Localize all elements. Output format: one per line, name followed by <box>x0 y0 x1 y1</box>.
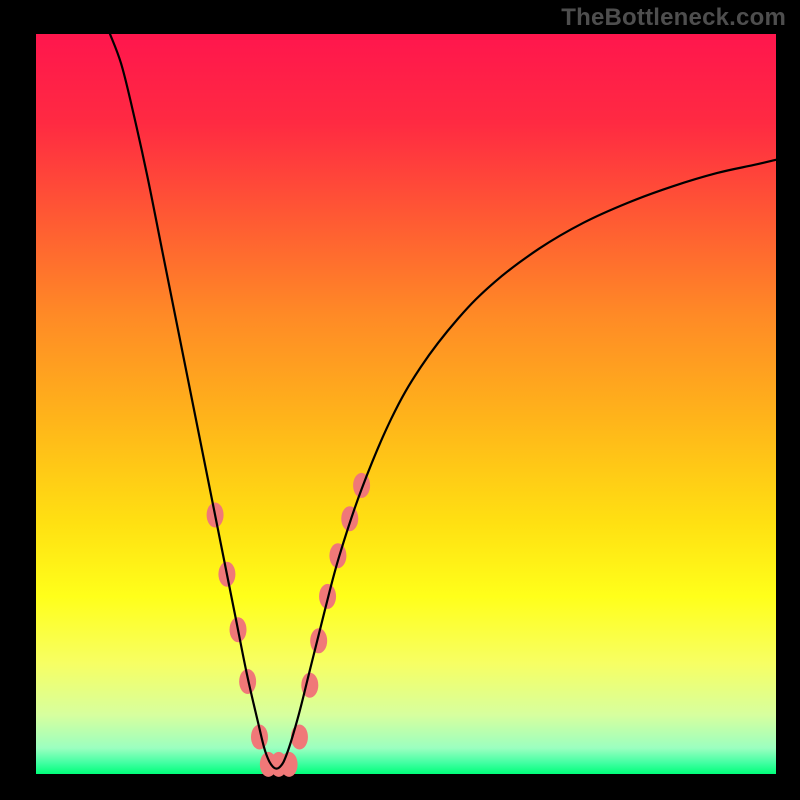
watermark-text: TheBottleneck.com <box>561 4 786 32</box>
chart-svg <box>0 0 800 800</box>
marker-group <box>207 473 371 777</box>
bottleneck-curve <box>110 34 776 769</box>
chart-stage: TheBottleneck.com <box>0 0 800 800</box>
curve-marker <box>341 506 358 531</box>
